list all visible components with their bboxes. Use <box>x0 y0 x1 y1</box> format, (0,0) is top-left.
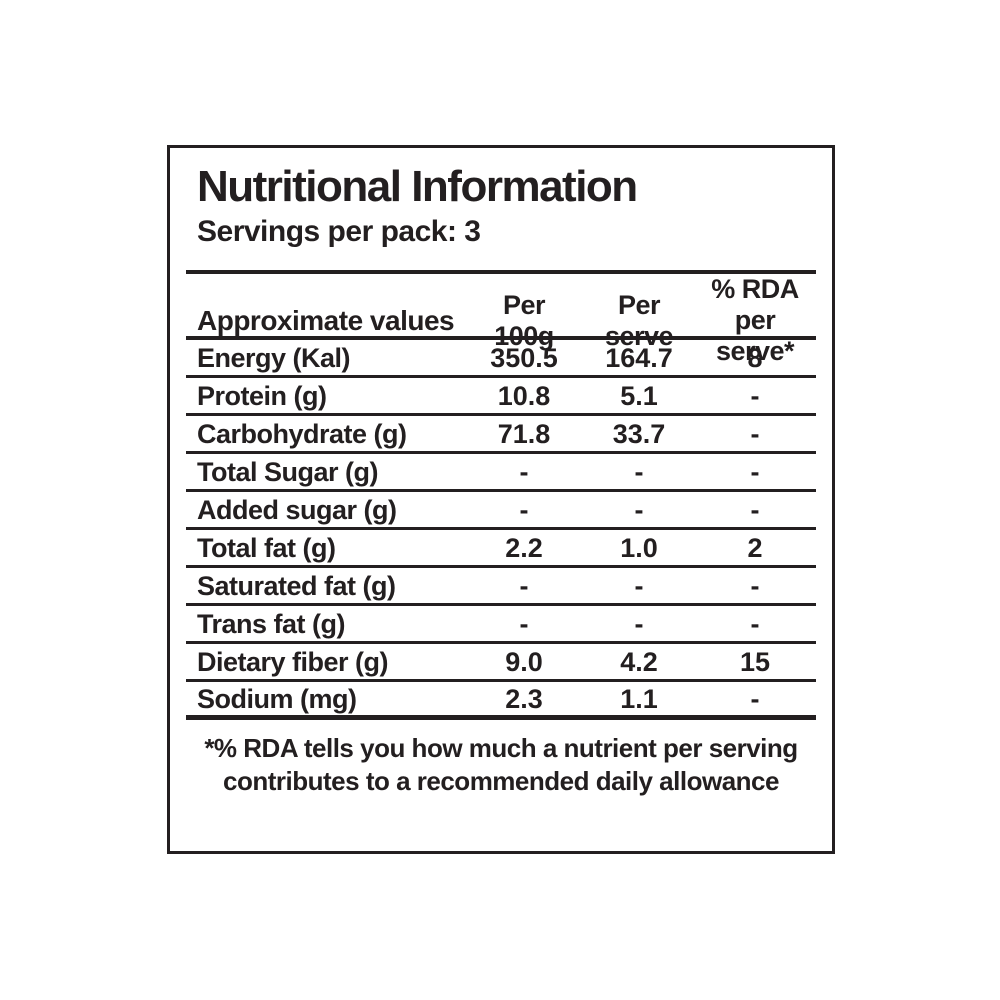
page-title: Nutritional Information <box>197 162 638 211</box>
per-serve-cell: - <box>634 570 644 601</box>
table-row-saturated-fat: Saturated fat (g) - - - <box>186 568 816 606</box>
nutrient-name-cell: Total fat (g) <box>197 532 336 563</box>
rda-footnote-line1: *% RDA tells you how much a nutrient per… <box>204 733 798 763</box>
rda-cell: 15 <box>739 646 771 677</box>
header-per-100g: Per 100g <box>464 290 584 352</box>
table-row-total-sugar: Total Sugar (g) - - - <box>186 454 816 492</box>
rda-cell: - <box>750 418 760 449</box>
per-100g-cell: 71.8 <box>497 418 551 449</box>
per-serve-cell: 4.2 <box>620 646 658 677</box>
nutrient-name-cell: Sodium (mg) <box>197 683 357 714</box>
rda-footnote-line2: contributes to a recommended daily allow… <box>223 766 779 796</box>
servings-per-pack: Servings per pack: 3 <box>197 215 481 248</box>
header-per-100g-line2: 100g <box>494 320 554 351</box>
per-serve-cell: 164.7 <box>605 342 673 373</box>
header-approximate-values: Approximate values <box>197 305 455 336</box>
per-serve-cell: 33.7 <box>612 418 666 449</box>
per-100g-cell: 350.5 <box>490 342 558 373</box>
header-per-100g-line1: Per <box>502 289 546 320</box>
per-100g-cell: 10.8 <box>497 380 551 411</box>
table-row-dietary-fiber: Dietary fiber (g) 9.0 4.2 15 <box>186 644 816 682</box>
per-100g-cell: - <box>519 494 529 525</box>
nutrition-label: Nutritional Information Servings per pac… <box>167 145 835 854</box>
per-100g-cell: 2.2 <box>505 532 543 563</box>
rda-cell: 8 <box>747 342 763 373</box>
table-row-total-fat: Total fat (g) 2.2 1.0 2 <box>186 530 816 568</box>
rda-cell: - <box>750 380 760 411</box>
table-row-sodium: Sodium (mg) 2.3 1.1 - <box>186 682 816 720</box>
rda-cell: - <box>750 683 760 714</box>
nutrient-name-cell: Energy (Kal) <box>197 342 351 373</box>
header-rda-per-serve: % RDA per serve* <box>694 274 816 367</box>
per-100g-cell: - <box>519 608 529 639</box>
per-100g-cell: 2.3 <box>505 683 543 714</box>
rda-cell: - <box>750 608 760 639</box>
table-row-protein: Protein (g) 10.8 5.1 - <box>186 378 816 416</box>
header-per-serve-line1: Per <box>617 289 661 320</box>
per-serve-cell: - <box>634 456 644 487</box>
per-100g-cell: - <box>519 570 529 601</box>
nutrient-name-cell: Carbohydrate (g) <box>197 418 407 449</box>
per-100g-cell: 9.0 <box>505 646 543 677</box>
nutrient-name-cell: Trans fat (g) <box>197 608 346 639</box>
table-header-row: Approximate values Per 100g Per serve % … <box>186 274 816 366</box>
per-serve-cell: - <box>634 494 644 525</box>
nutrient-name-cell: Dietary fiber (g) <box>197 646 389 677</box>
rda-cell: 2 <box>747 532 763 563</box>
per-serve-cell: 1.1 <box>620 683 658 714</box>
nutrition-table: Approximate values Per 100g Per serve % … <box>186 270 816 720</box>
rda-cell: - <box>750 494 760 525</box>
per-serve-cell: 5.1 <box>620 380 658 411</box>
table-row-carbohydrate: Carbohydrate (g) 71.8 33.7 - <box>186 416 816 454</box>
per-100g-cell: - <box>519 456 529 487</box>
nutrient-name-cell: Saturated fat (g) <box>197 570 396 601</box>
table-row-trans-fat: Trans fat (g) - - - <box>186 606 816 644</box>
rda-cell: - <box>750 570 760 601</box>
nutrient-name-cell: Protein (g) <box>197 380 327 411</box>
header-per-serve-line2: serve <box>604 320 674 351</box>
nutrient-name-cell: Total Sugar (g) <box>197 456 379 487</box>
table-row-added-sugar: Added sugar (g) - - - <box>186 492 816 530</box>
header-rda-line1: % RDA <box>711 274 799 304</box>
rda-footnote: *% RDA tells you how much a nutrient per… <box>170 732 832 798</box>
header-rda-line2: per serve* <box>715 305 795 366</box>
per-serve-cell: - <box>634 608 644 639</box>
rda-cell: - <box>750 456 760 487</box>
table-row-energy: Energy (Kal) 350.5 164.7 8 <box>186 340 816 378</box>
nutrient-name-cell: Added sugar (g) <box>197 494 397 525</box>
header-per-serve: Per serve <box>584 290 694 352</box>
per-serve-cell: 1.0 <box>620 532 658 563</box>
